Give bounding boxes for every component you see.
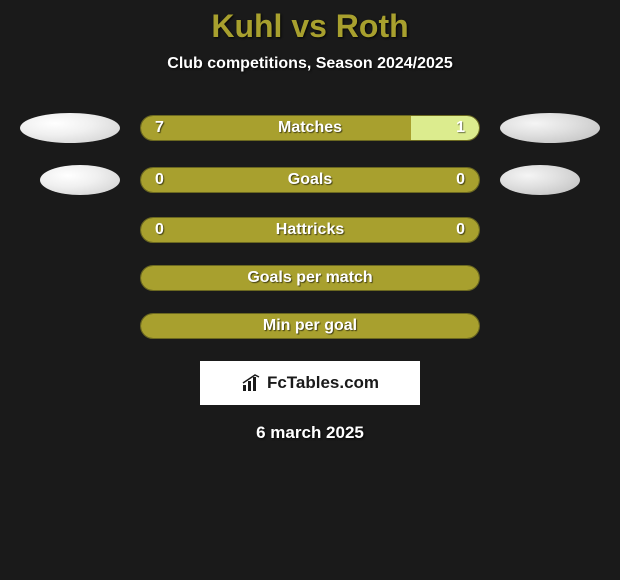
page-title: Kuhl vs Roth xyxy=(0,8,620,45)
bar-matches: 7 1 Matches xyxy=(140,115,480,141)
stat-row-goals: 0 0 Goals xyxy=(0,165,620,195)
bar-goals: 0 0 Goals xyxy=(140,167,480,193)
label-hattricks: Hattricks xyxy=(276,221,344,239)
bar-center-gpm: Goals per match xyxy=(141,266,479,290)
right-value-matches: 1 xyxy=(456,119,465,137)
bar-mpg: Min per goal xyxy=(140,313,480,339)
left-value-matches: 7 xyxy=(155,119,164,137)
date-text: 6 march 2025 xyxy=(0,423,620,443)
bar-right-matches: 1 xyxy=(411,116,479,140)
brand-text: FcTables.com xyxy=(267,373,379,393)
label-matches: Matches xyxy=(278,119,342,137)
stat-row-matches: 7 1 Matches xyxy=(0,113,620,143)
bar-left-matches: 7 xyxy=(141,116,411,140)
page-subtitle: Club competitions, Season 2024/2025 xyxy=(0,55,620,73)
chart-icon xyxy=(241,373,261,393)
stat-row-mpg: Min per goal xyxy=(0,313,620,339)
stat-row-hattricks: 0 0 Hattricks xyxy=(0,217,620,243)
label-mpg: Min per goal xyxy=(263,317,357,335)
label-goals: Goals xyxy=(288,171,332,189)
bar-gpm: Goals per match xyxy=(140,265,480,291)
brand-box[interactable]: FcTables.com xyxy=(200,361,420,405)
main-container: Kuhl vs Roth Club competitions, Season 2… xyxy=(0,0,620,443)
avatar-left-2 xyxy=(40,165,120,195)
bar-center-mpg: Min per goal xyxy=(141,314,479,338)
avatar-right xyxy=(500,113,600,143)
right-value-hattricks: 0 xyxy=(456,221,465,239)
bar-hattricks: 0 0 Hattricks xyxy=(140,217,480,243)
right-value-goals: 0 xyxy=(456,171,465,189)
label-gpm: Goals per match xyxy=(247,269,372,287)
avatar-left xyxy=(20,113,120,143)
left-value-hattricks: 0 xyxy=(155,221,164,239)
avatar-right-2 xyxy=(500,165,580,195)
left-value-goals: 0 xyxy=(155,171,164,189)
stat-row-gpm: Goals per match xyxy=(0,265,620,291)
